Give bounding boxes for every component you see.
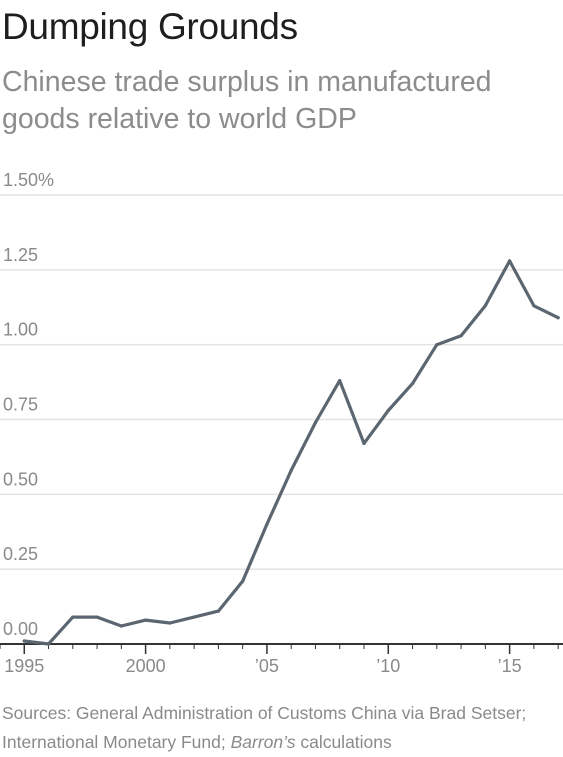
y-axis-tick-labels: 1.50% 1.25 1.00 0.75 0.50 0.25 0.00: [3, 170, 54, 639]
chart-subtitle: Chinese trade surplus in manufactured go…: [2, 66, 492, 135]
series-line: [22, 259, 560, 646]
line-chart: 1.50% 1.25 1.00 0.75 0.50 0.25 0.00 1995 2000 ’0…: [0, 170, 563, 676]
y-tick-label: 1.25: [3, 245, 38, 265]
chart-title: Dumping Grounds: [2, 6, 298, 47]
series-layer: [22, 259, 560, 646]
data-point: [410, 381, 415, 386]
data-point: [362, 441, 366, 446]
data-point: [483, 304, 487, 308]
y-tick-label: 0.00: [3, 619, 38, 639]
gridlines: [0, 194, 563, 570]
x-tick-label: 1995: [4, 656, 44, 676]
x-tick-label: 2000: [126, 656, 166, 676]
data-point: [265, 522, 269, 526]
y-tick-label: 0.25: [3, 544, 38, 564]
data-point: [386, 408, 390, 413]
data-point: [168, 621, 172, 625]
y-tick-label: 1.00: [3, 320, 38, 340]
source-suffix: calculations: [295, 732, 392, 752]
data-point: [289, 468, 293, 472]
y-tick-label: 1.50%: [3, 170, 54, 190]
x-tick-label: ’05: [255, 656, 279, 676]
source-note: Sources: General Administration of Custo…: [2, 699, 562, 757]
data-point: [144, 618, 148, 622]
data-point: [508, 259, 512, 263]
data-point: [313, 420, 318, 425]
x-tick-label: ’15: [498, 656, 522, 676]
data-point: [71, 615, 75, 619]
data-point: [459, 334, 463, 338]
source-text: Sources: General Administration of Custo…: [2, 703, 527, 752]
data-point: [216, 609, 221, 613]
data-point: [532, 304, 536, 308]
data-point: [192, 615, 196, 619]
source-publication: Barron’s: [230, 732, 296, 752]
data-point: [22, 639, 26, 643]
y-tick-label: 0.50: [3, 469, 38, 489]
data-point: [338, 378, 342, 383]
data-point: [119, 624, 123, 628]
data-point: [95, 615, 99, 619]
x-axis: 1995 2000 ’05 ’10 ’15: [0, 643, 563, 676]
x-tick-label: ’10: [376, 656, 400, 676]
data-point: [435, 343, 439, 347]
data-point: [241, 579, 245, 583]
data-point: [556, 316, 560, 320]
y-tick-label: 0.75: [3, 395, 38, 415]
data-point: [46, 642, 51, 646]
